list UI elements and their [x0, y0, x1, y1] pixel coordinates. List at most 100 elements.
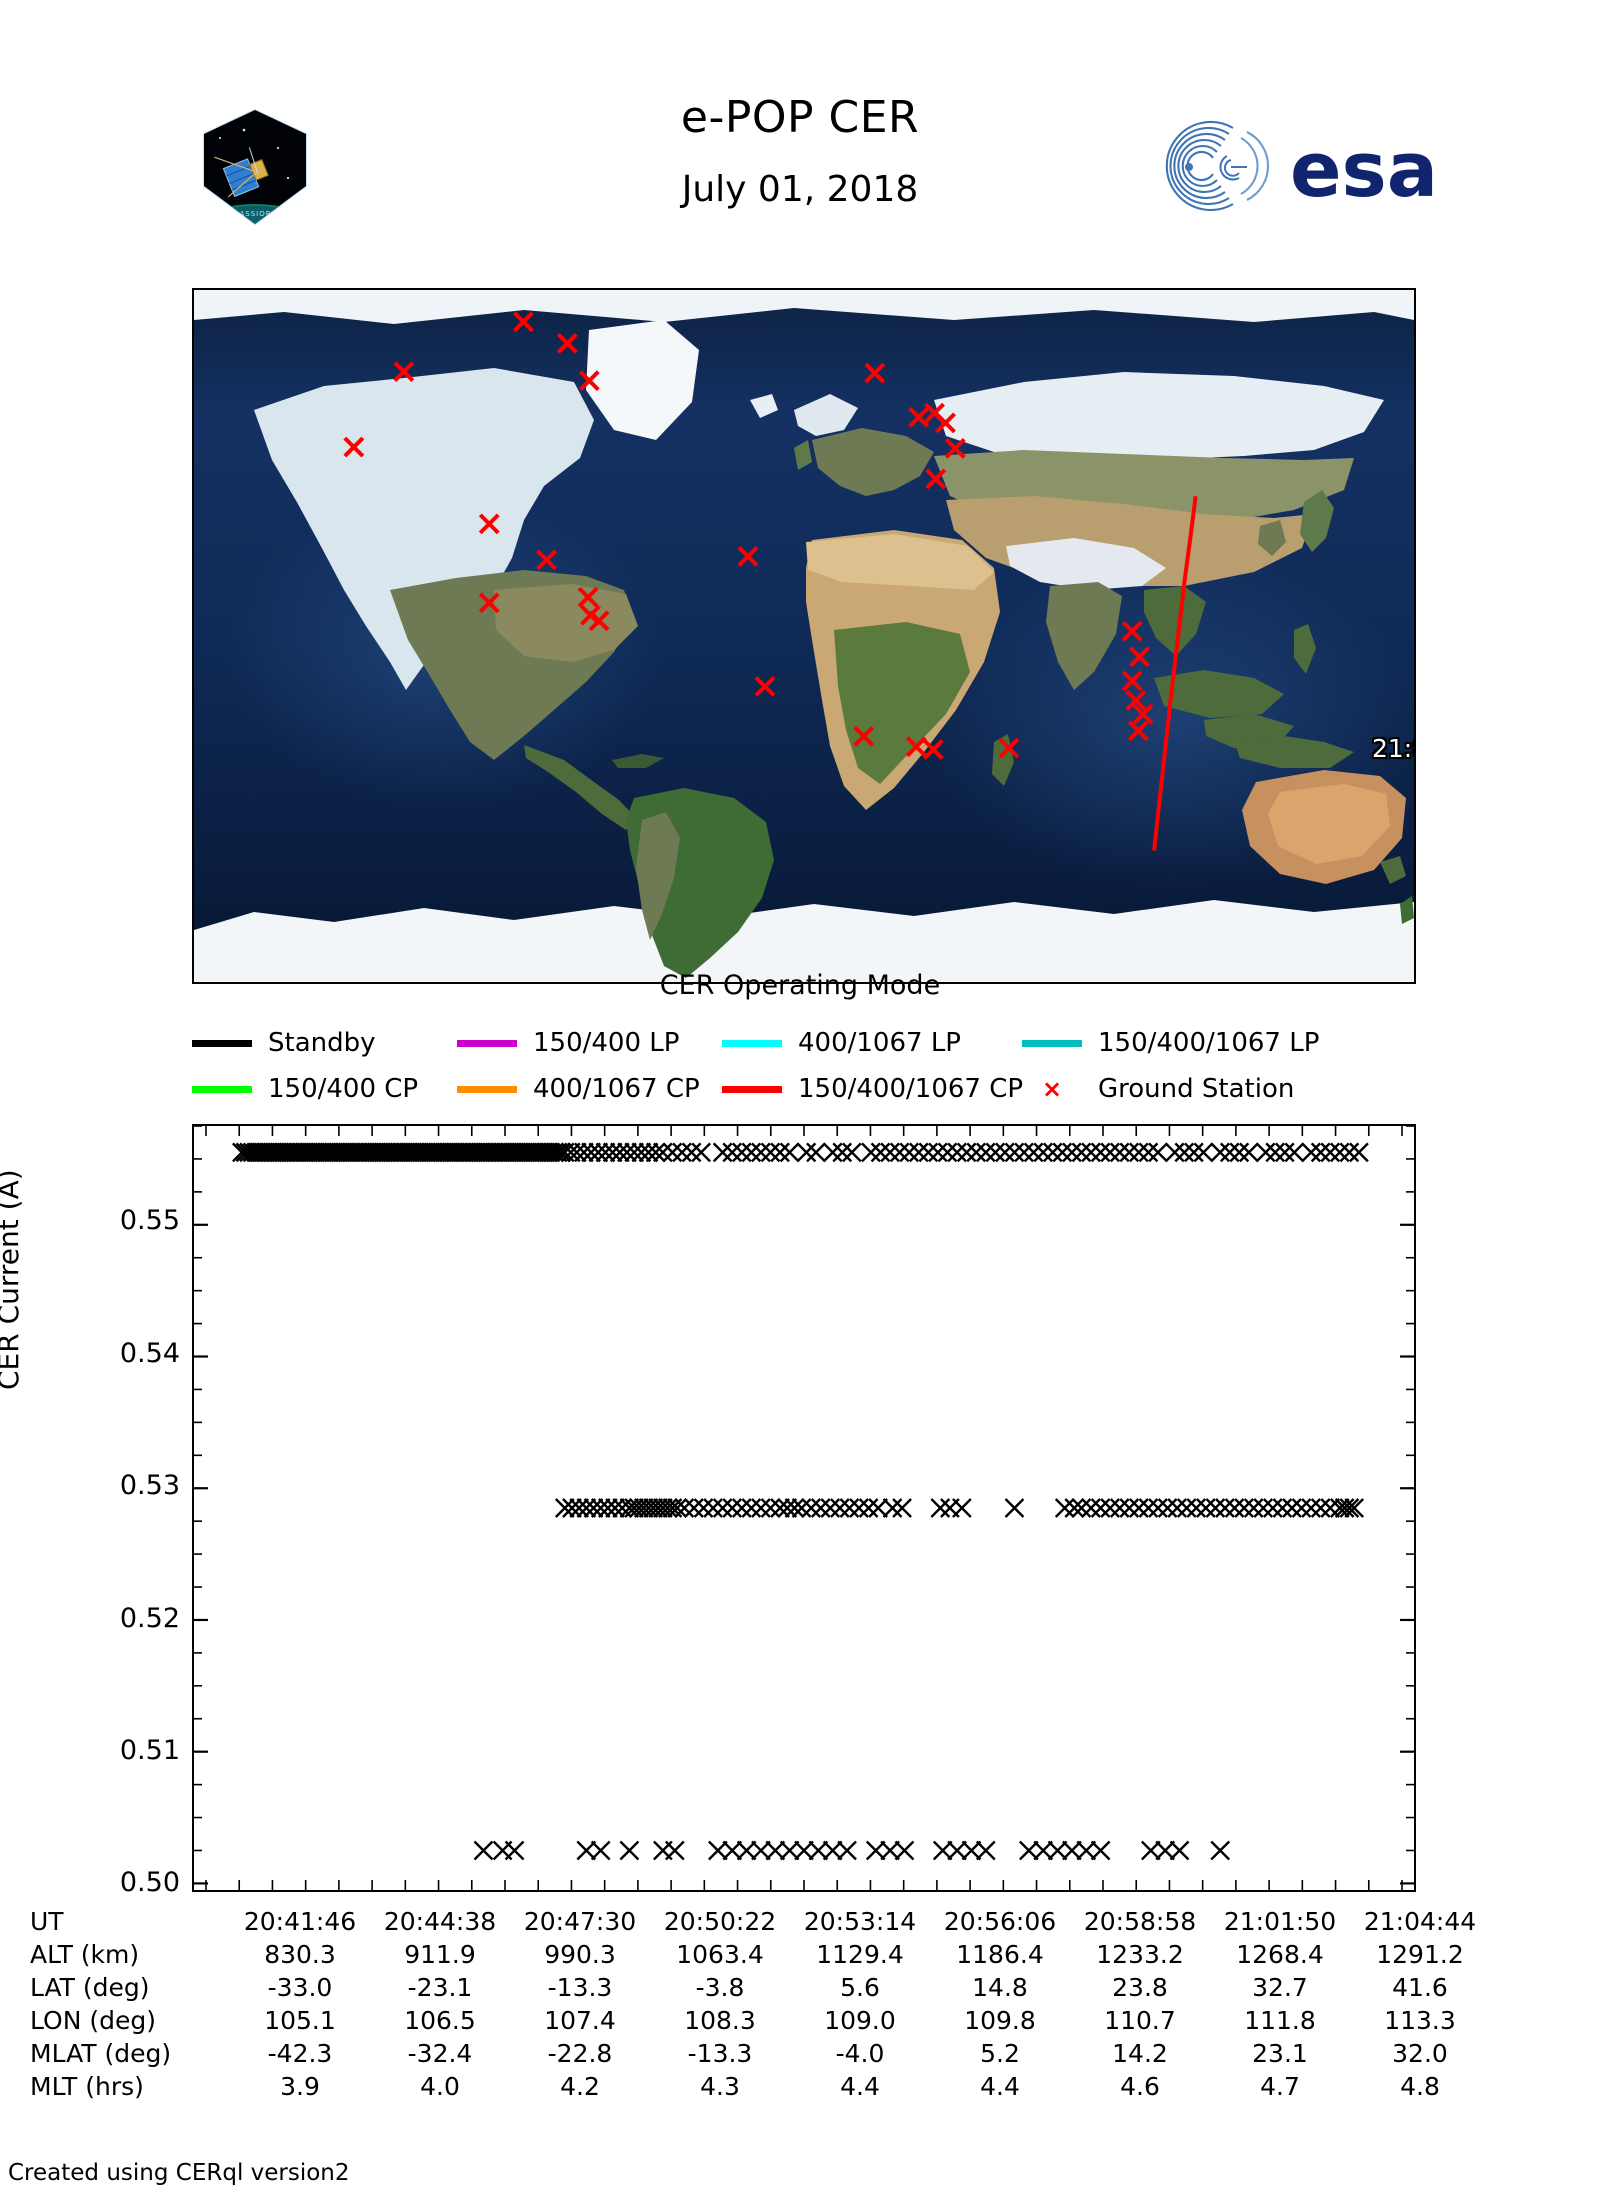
data-marker [1054, 1498, 1075, 1518]
data-marker [624, 1498, 645, 1518]
data-marker [657, 1498, 678, 1518]
legend-color-swatch [457, 1039, 517, 1047]
data-marker [741, 1498, 762, 1518]
data-marker [1184, 1142, 1204, 1163]
table-cell: 108.3 [684, 2006, 756, 2035]
table-cell: 21:04:44 [1363, 1907, 1477, 1936]
data-marker [1004, 1498, 1025, 1518]
data-marker [1234, 1498, 1254, 1518]
legend-item-400-1067-lp[interactable]: 400/1067 LP [722, 1028, 961, 1058]
ground-station-marker [578, 370, 600, 392]
data-marker [1339, 1498, 1360, 1518]
data-marker [892, 1498, 912, 1518]
legend: Standby 150/400 LP 400/1067 LP 150/400/1067… [192, 1020, 1416, 1112]
cer-current-plot[interactable] [192, 1124, 1416, 1892]
data-marker [820, 1498, 841, 1518]
data-marker [806, 1142, 826, 1163]
world-map-panel[interactable]: 21:04:44 UT 20:41:46 UT [192, 288, 1416, 984]
legend-item-standby[interactable]: Standby [192, 1028, 376, 1058]
data-marker [858, 1498, 879, 1518]
data-marker [722, 1142, 743, 1163]
data-marker [796, 1142, 817, 1163]
legend-color-swatch [192, 1039, 252, 1047]
table-cell: 3.9 [280, 2072, 320, 2101]
ground-station-marker [998, 737, 1020, 759]
data-marker [1229, 1142, 1250, 1163]
data-marker [681, 1142, 702, 1163]
legend-item-150-400-cp[interactable]: 150/400 CP [192, 1074, 418, 1104]
data-marker [691, 1142, 711, 1163]
legend-label: 150/400 LP [533, 1028, 680, 1058]
data-marker [473, 1840, 494, 1861]
data-marker [777, 1498, 798, 1518]
data-marker [1310, 1142, 1331, 1163]
data-marker [1253, 1498, 1274, 1518]
data-marker [712, 1498, 733, 1518]
data-marker [684, 1498, 704, 1518]
table-cell: 105.1 [264, 2006, 336, 2035]
table-cell: 4.3 [700, 2072, 740, 2101]
data-marker [837, 1840, 857, 1861]
data-marker [1344, 1498, 1365, 1518]
data-marker [1138, 1142, 1159, 1163]
table-cell: 110.7 [1104, 2006, 1176, 2035]
esa-logo: esa [1155, 118, 1445, 214]
legend-item-150-400-lp[interactable]: 150/400 LP [457, 1028, 679, 1058]
data-marker [930, 1498, 951, 1518]
table-cell: 32.0 [1392, 2039, 1448, 2068]
data-marker [1224, 1498, 1245, 1518]
legend-label: 400/1067 CP [533, 1074, 700, 1104]
data-marker [1052, 1142, 1073, 1163]
table-cell: 14.8 [972, 1973, 1028, 2002]
table-cell: 911.9 [404, 1940, 476, 1969]
data-marker [1109, 1498, 1130, 1518]
table-cell: -13.3 [547, 1973, 613, 2002]
data-marker [624, 1142, 645, 1163]
table-cell: 109.8 [964, 2006, 1036, 2035]
data-marker [629, 1498, 649, 1518]
table-row-label: LON (deg) [30, 2006, 156, 2035]
data-marker [712, 1142, 733, 1163]
data-marker [1081, 1142, 1101, 1163]
data-marker [880, 1142, 900, 1163]
data-marker [1140, 1840, 1161, 1861]
data-marker [598, 1498, 618, 1518]
ground-station-marker [737, 546, 759, 567]
legend-item-150-400-1067-cp[interactable]: 150/400/1067 CP [722, 1074, 1023, 1104]
ground-station-marker [478, 592, 500, 614]
data-marker [794, 1840, 814, 1861]
table-cell: 20:50:22 [663, 1907, 777, 1936]
data-marker [664, 1840, 685, 1861]
data-marker [643, 1498, 664, 1518]
table-cell: 4.0 [420, 2072, 460, 2101]
data-marker [760, 1142, 781, 1163]
title-block: e-POP CER July 01, 2018 [400, 92, 1200, 210]
data-marker [1284, 1142, 1305, 1163]
legend-item-150-400-1067-lp[interactable]: 150/400/1067 LP [1022, 1028, 1319, 1058]
ground-station-marker [1129, 646, 1150, 668]
data-marker [1193, 1142, 1214, 1163]
legend-item-ground-station[interactable]: × Ground Station [1022, 1074, 1294, 1104]
page-title: e-POP CER [680, 92, 920, 143]
data-marker [1349, 1142, 1369, 1163]
table-cell: 20:58:58 [1083, 1907, 1197, 1936]
data-marker [731, 1142, 752, 1163]
table-cell: 4.8 [1400, 2072, 1440, 2101]
y-tick-label: 0.52 [119, 1602, 180, 1634]
ground-station-marker [905, 736, 927, 758]
legend-title: CER Operating Mode [659, 970, 941, 1001]
data-marker [1255, 1142, 1276, 1163]
data-marker [1064, 1498, 1085, 1518]
ground-station-marker [556, 332, 578, 354]
table-cell: 1186.4 [956, 1940, 1044, 1969]
ground-station-marker [908, 406, 930, 428]
ground-station-marker [393, 361, 415, 383]
data-marker [822, 1142, 843, 1163]
legend-item-400-1067-cp[interactable]: 400/1067 CP [457, 1074, 700, 1104]
data-marker [1215, 1498, 1235, 1518]
data-marker [731, 1498, 752, 1518]
data-marker [961, 1840, 982, 1861]
data-marker [841, 1142, 862, 1163]
table-row-label: MLT (hrs) [30, 2072, 144, 2101]
table-cell: -23.1 [407, 1973, 473, 2002]
